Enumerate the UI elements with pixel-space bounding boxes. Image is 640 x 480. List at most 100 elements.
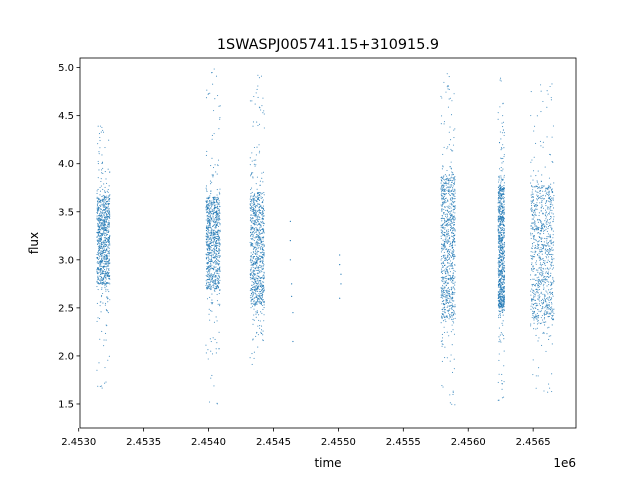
data-point bbox=[250, 175, 252, 177]
data-point bbox=[498, 209, 500, 211]
data-point bbox=[454, 128, 456, 130]
data-point bbox=[207, 196, 209, 198]
data-point bbox=[212, 242, 215, 244]
data-point bbox=[215, 200, 218, 202]
data-point bbox=[552, 249, 554, 251]
data-point bbox=[533, 319, 535, 321]
data-point bbox=[100, 211, 102, 213]
data-point bbox=[100, 225, 102, 227]
data-point bbox=[255, 287, 257, 289]
data-point bbox=[448, 144, 450, 146]
data-point bbox=[97, 143, 99, 145]
data-point bbox=[498, 313, 500, 315]
data-point bbox=[258, 285, 260, 287]
data-point bbox=[104, 304, 106, 306]
data-point bbox=[454, 313, 456, 315]
data-point bbox=[502, 129, 505, 131]
data-point bbox=[449, 194, 451, 196]
data-point bbox=[503, 270, 506, 272]
data-point bbox=[105, 237, 107, 239]
data-point bbox=[261, 222, 263, 224]
data-point bbox=[500, 234, 503, 236]
data-point bbox=[447, 252, 449, 254]
data-point bbox=[101, 279, 103, 282]
data-point bbox=[501, 188, 504, 190]
data-point bbox=[499, 221, 502, 223]
data-point bbox=[546, 278, 548, 281]
data-point bbox=[542, 332, 544, 334]
data-point bbox=[108, 265, 110, 267]
data-point bbox=[503, 282, 505, 284]
data-point bbox=[537, 375, 539, 377]
data-point bbox=[502, 230, 504, 232]
data-point bbox=[108, 198, 110, 200]
data-point bbox=[263, 271, 265, 273]
data-point bbox=[451, 307, 453, 309]
data-point bbox=[551, 373, 553, 375]
data-point bbox=[216, 219, 218, 221]
data-point bbox=[260, 109, 262, 111]
data-point bbox=[500, 231, 502, 234]
data-point bbox=[210, 218, 213, 220]
data-point bbox=[261, 207, 263, 209]
data-point bbox=[253, 272, 255, 274]
data-point bbox=[256, 245, 258, 247]
data-point bbox=[208, 219, 210, 221]
data-point bbox=[548, 191, 550, 193]
data-point bbox=[251, 277, 253, 279]
data-point bbox=[98, 275, 100, 277]
data-point bbox=[497, 225, 499, 227]
data-point bbox=[100, 244, 102, 246]
data-point bbox=[98, 198, 100, 200]
data-point bbox=[533, 316, 535, 318]
data-point bbox=[98, 227, 100, 229]
data-point bbox=[503, 309, 505, 311]
data-point bbox=[548, 185, 550, 187]
data-point bbox=[109, 263, 111, 265]
data-point bbox=[210, 249, 212, 251]
data-point bbox=[502, 251, 504, 253]
data-point bbox=[446, 189, 448, 191]
data-point bbox=[100, 214, 102, 216]
data-point bbox=[498, 249, 500, 251]
data-point bbox=[212, 196, 214, 198]
data-point bbox=[99, 270, 101, 272]
data-point bbox=[261, 249, 264, 251]
data-point bbox=[97, 226, 99, 228]
data-point bbox=[537, 187, 539, 189]
data-point bbox=[260, 296, 262, 298]
data-point bbox=[499, 340, 501, 342]
data-point bbox=[260, 224, 262, 226]
data-point bbox=[218, 282, 221, 284]
data-point bbox=[452, 329, 454, 331]
data-point bbox=[104, 285, 106, 287]
data-point bbox=[97, 233, 99, 235]
data-point bbox=[442, 234, 444, 236]
data-point bbox=[453, 235, 455, 237]
data-point bbox=[453, 311, 455, 313]
data-point bbox=[252, 245, 254, 247]
data-point bbox=[215, 263, 217, 265]
data-point bbox=[251, 243, 253, 245]
data-point bbox=[216, 402, 218, 404]
data-point bbox=[262, 291, 264, 293]
data-point bbox=[217, 214, 219, 217]
data-point bbox=[98, 229, 100, 231]
data-point bbox=[102, 219, 104, 222]
data-point bbox=[104, 283, 106, 285]
data-point bbox=[452, 286, 454, 288]
data-point bbox=[261, 294, 263, 296]
data-point bbox=[540, 84, 542, 86]
data-point bbox=[108, 277, 110, 279]
data-point bbox=[254, 277, 256, 279]
data-point bbox=[502, 213, 505, 215]
data-point bbox=[549, 299, 552, 301]
data-point bbox=[107, 263, 109, 265]
data-point bbox=[500, 197, 502, 199]
data-point bbox=[500, 195, 502, 197]
data-point bbox=[546, 220, 548, 222]
data-point bbox=[446, 177, 449, 179]
data-point bbox=[442, 234, 444, 236]
data-point bbox=[448, 211, 450, 213]
data-point bbox=[539, 140, 541, 142]
